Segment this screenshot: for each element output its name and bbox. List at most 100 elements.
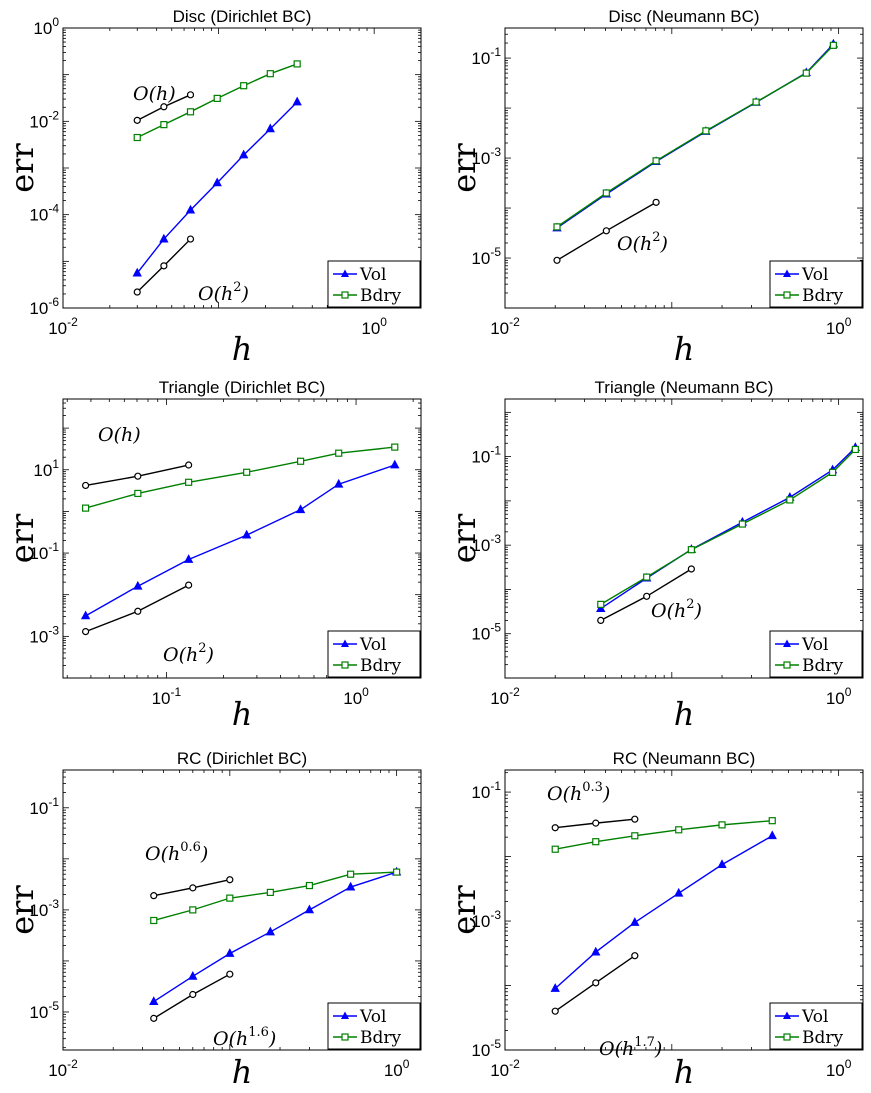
legend-marker [783,269,791,277]
data-point-vol [292,96,302,106]
data-point-bdry [213,94,221,103]
reference-point [189,884,197,892]
x-axis-label: h [674,1053,695,1091]
y-tick-label: 10-5 [471,1037,501,1060]
reference-point [185,581,193,589]
legend-label: Bdry [802,286,844,306]
data-point-vol [265,123,275,133]
data-point-vol [133,580,143,590]
legend-marker [783,639,791,647]
data-point-bdry [652,157,660,165]
reference-point [687,565,695,573]
reference-point [631,952,639,960]
data-point-vol [149,996,159,1005]
x-axis-label: h [232,1053,253,1091]
y-tick-label: 10-6 [29,295,59,318]
reference-point [551,824,559,832]
data-point-bdry [82,504,90,512]
legend-box [769,260,863,308]
data-point-vol [239,149,249,159]
reference-label: O(h0.3) [547,780,610,805]
y-axis-label: err [3,513,41,563]
data-point-bdry [602,189,610,197]
data-point-bdry [631,832,639,840]
y-axis-label: err [3,885,41,935]
y-tick-label: 10-3 [29,897,59,920]
reference-label: O(h1.6) [213,1025,276,1050]
reference-point [134,472,142,480]
data-point-vol [295,504,306,514]
data-point-bdry [738,520,747,528]
data-point-bdry [553,223,561,231]
reference-point [150,892,158,900]
reference-label: O(h0.6) [145,840,208,865]
legend-label: Vol [359,265,386,285]
data-point-bdry [134,489,142,498]
data-point-vol [591,946,601,956]
data-point-bdry [551,845,559,853]
reference-point [160,262,168,270]
x-tick-label: 10-2 [490,1057,520,1080]
legend-box [769,1002,863,1050]
data-point-bdry [687,546,695,554]
legend-label: Bdry [802,1028,844,1048]
y-tick-label: 101 [33,457,59,480]
x-tick-label: 100 [361,315,387,338]
data-point-bdry [643,573,651,581]
legend-marker [783,291,791,299]
reference-point [602,227,610,235]
chart-panel-1: Disc (Dirichlet BC) 10-2 100 10-6 10-4 10-2 10… [3,7,422,368]
data-point-bdry [266,70,274,78]
legend-label: Vol [359,1007,386,1027]
reference-point [189,990,197,999]
chart-panel-4: Triangle (Neumann BC) 10-2 100 10-5 10-3 10-1… [445,378,864,733]
y-axis-label: err [445,513,483,563]
reference-point [185,461,193,469]
legend-marker [341,1033,349,1041]
data-point-vol [132,267,142,277]
reference-label: O(h2) [198,280,249,305]
reference-label: O(h) [133,83,176,105]
data-point-bdry [186,108,195,116]
data-point-bdry [150,916,158,925]
y-tick-label: 10-2 [29,108,59,131]
reference-point [226,876,234,884]
y-tick-label: 10-1 [29,540,59,563]
data-point-vol [674,887,684,897]
data-point-bdry [597,600,605,608]
data-point-bdry [226,894,234,902]
y-axis-label: err [445,885,483,935]
chart-title: Triangle (Neumann BC) [595,378,774,397]
legend-marker [783,1033,791,1041]
legend-label: Bdry [802,656,844,676]
legend-box [327,260,421,308]
series-line-bdry [555,819,773,850]
x-axis-label: h [674,330,695,368]
x-tick-label: 100 [826,1057,852,1080]
data-point-vol [80,610,91,620]
chart-title: RC (Dirichlet BC) [177,749,307,768]
y-tick-label: 10-3 [471,532,501,555]
data-point-bdry [133,133,141,142]
chart-panel-6: RC (Neumann BC) 10-2 100 10-5 10-3 10-1 h err O(… [445,749,864,1091]
data-point-vol [183,554,194,563]
data-point-bdry [347,870,355,878]
data-point-vol [159,233,169,243]
data-point-vol [265,926,276,936]
data-point-bdry [266,888,274,897]
y-tick-label: 10-5 [29,999,59,1022]
reference-point [643,592,651,600]
reference-label: O(h1.7) [599,1035,662,1060]
reference-point [597,616,605,624]
series-line-vol [554,835,773,989]
reference-point [133,116,141,124]
x-tick-label: 10-2 [48,315,78,338]
data-point-bdry [718,821,726,829]
data-point-vol [185,204,196,214]
legend-label: Bdry [360,656,402,676]
data-point-vol [767,830,777,840]
legend-box [327,1002,421,1050]
